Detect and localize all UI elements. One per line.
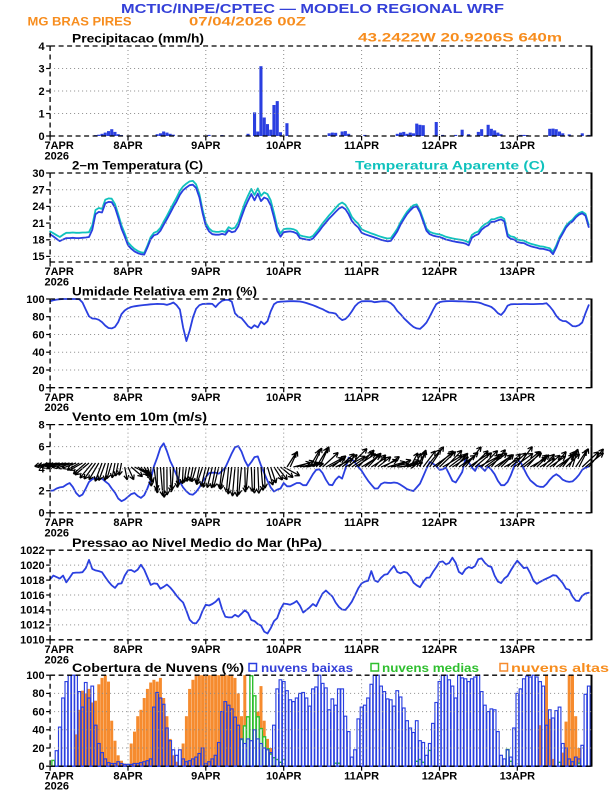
svg-text:12APR: 12APR <box>422 517 458 529</box>
svg-text:100: 100 <box>26 670 44 682</box>
svg-text:Pressao ao Nivel Medio do Mar: Pressao ao Nivel Medio do Mar (hPa) <box>72 538 322 550</box>
svg-text:Umidade Relativa em 2m (%): Umidade Relativa em 2m (%) <box>72 287 257 299</box>
svg-text:43.2422W 20.9206S 640m: 43.2422W 20.9206S 640m <box>358 31 562 45</box>
svg-text:11APR: 11APR <box>344 392 379 404</box>
svg-text:2−m Temperatura (C): 2−m Temperatura (C) <box>72 161 203 173</box>
svg-text:10APR: 10APR <box>266 517 302 529</box>
svg-text:0: 0 <box>38 761 44 773</box>
svg-text:2026: 2026 <box>45 402 69 414</box>
svg-text:4: 4 <box>38 464 45 476</box>
svg-text:Cobertura de Nuvens (%): Cobertura de Nuvens (%) <box>72 663 244 675</box>
svg-text:nuvens medias: nuvens medias <box>382 663 479 675</box>
svg-text:11APR: 11APR <box>344 517 379 529</box>
svg-text:7APR: 7APR <box>45 266 74 278</box>
svg-text:1: 1 <box>38 108 44 120</box>
svg-text:10APR: 10APR <box>266 644 302 656</box>
svg-text:2: 2 <box>38 86 44 98</box>
svg-text:07/04/2026 00Z: 07/04/2026 00Z <box>189 15 306 29</box>
svg-text:0: 0 <box>38 383 44 395</box>
svg-text:15: 15 <box>32 251 44 263</box>
svg-text:1012: 1012 <box>20 620 44 632</box>
svg-text:1010: 1010 <box>20 635 44 647</box>
svg-text:1018: 1018 <box>20 575 44 587</box>
svg-text:9APR: 9APR <box>191 517 220 529</box>
svg-text:2026: 2026 <box>45 527 69 539</box>
svg-text:2026: 2026 <box>45 654 69 666</box>
svg-text:24: 24 <box>32 201 45 213</box>
svg-text:8APR: 8APR <box>113 266 142 278</box>
svg-text:7APR: 7APR <box>45 770 74 782</box>
svg-text:10APR: 10APR <box>266 392 302 404</box>
svg-text:8APR: 8APR <box>113 392 142 404</box>
svg-text:40: 40 <box>32 725 44 737</box>
svg-text:6: 6 <box>38 441 44 453</box>
svg-text:9APR: 9APR <box>191 266 220 278</box>
svg-text:Vento em 10m (m/s): Vento em 10m (m/s) <box>72 412 207 424</box>
svg-text:13APR: 13APR <box>500 266 536 278</box>
svg-text:27: 27 <box>32 185 44 197</box>
svg-text:2026: 2026 <box>45 277 69 289</box>
svg-text:10APR: 10APR <box>266 266 302 278</box>
svg-text:7APR: 7APR <box>45 140 74 152</box>
svg-text:MCTIC/INPE/CPTEC — MODELO REGI: MCTIC/INPE/CPTEC — MODELO REGIONAL WRF <box>121 2 504 16</box>
svg-text:80: 80 <box>32 312 44 324</box>
svg-text:7APR: 7APR <box>45 644 74 656</box>
svg-text:nuvens altas: nuvens altas <box>511 663 609 675</box>
svg-text:18: 18 <box>32 235 44 247</box>
svg-text:13APR: 13APR <box>500 140 536 152</box>
svg-text:13APR: 13APR <box>500 392 536 404</box>
svg-text:11APR: 11APR <box>344 140 379 152</box>
svg-text:2026: 2026 <box>45 151 69 163</box>
svg-text:nuvens baixas: nuvens baixas <box>261 663 353 675</box>
svg-text:40: 40 <box>32 347 44 359</box>
svg-text:1014: 1014 <box>20 605 45 617</box>
svg-text:13APR: 13APR <box>500 770 536 782</box>
svg-text:9APR: 9APR <box>191 140 220 152</box>
svg-text:100: 100 <box>26 294 44 306</box>
svg-text:1016: 1016 <box>20 590 44 602</box>
svg-text:11APR: 11APR <box>344 266 379 278</box>
svg-text:4: 4 <box>38 41 45 53</box>
svg-text:7APR: 7APR <box>45 392 74 404</box>
svg-text:12APR: 12APR <box>422 266 458 278</box>
svg-text:7APR: 7APR <box>45 517 74 529</box>
svg-text:20: 20 <box>32 743 44 755</box>
svg-text:12APR: 12APR <box>422 644 458 656</box>
svg-text:2026: 2026 <box>45 781 69 792</box>
svg-text:11APR: 11APR <box>344 644 379 656</box>
svg-text:8APR: 8APR <box>113 140 142 152</box>
svg-text:12APR: 12APR <box>422 140 458 152</box>
svg-text:0: 0 <box>38 131 44 143</box>
svg-text:MG BRAS PIRES: MG BRAS PIRES <box>28 15 132 29</box>
svg-text:60: 60 <box>32 706 44 718</box>
svg-text:9APR: 9APR <box>191 644 220 656</box>
svg-text:21: 21 <box>32 218 44 230</box>
svg-text:9APR: 9APR <box>191 392 220 404</box>
svg-text:13APR: 13APR <box>500 644 536 656</box>
svg-text:60: 60 <box>32 329 44 341</box>
svg-text:8APR: 8APR <box>113 517 142 529</box>
svg-text:11APR: 11APR <box>344 770 379 782</box>
svg-text:Precipitacao (mm/h): Precipitacao (mm/h) <box>72 34 204 46</box>
svg-text:12APR: 12APR <box>422 392 458 404</box>
svg-text:9APR: 9APR <box>191 770 220 782</box>
svg-text:8: 8 <box>38 419 44 431</box>
svg-text:1020: 1020 <box>20 560 44 572</box>
svg-text:8APR: 8APR <box>113 770 142 782</box>
svg-text:3: 3 <box>38 63 44 75</box>
svg-text:2: 2 <box>38 486 44 498</box>
svg-text:0: 0 <box>38 508 44 520</box>
svg-text:10APR: 10APR <box>266 770 302 782</box>
svg-text:12APR: 12APR <box>422 770 458 782</box>
svg-text:8APR: 8APR <box>113 644 142 656</box>
svg-text:80: 80 <box>32 688 44 700</box>
svg-text:Temperatura Aparente (C): Temperatura Aparente (C) <box>355 161 545 173</box>
svg-text:30: 30 <box>32 168 44 180</box>
svg-text:1022: 1022 <box>20 545 44 557</box>
svg-text:13APR: 13APR <box>500 517 536 529</box>
svg-text:10APR: 10APR <box>266 140 302 152</box>
svg-text:20: 20 <box>32 365 44 377</box>
